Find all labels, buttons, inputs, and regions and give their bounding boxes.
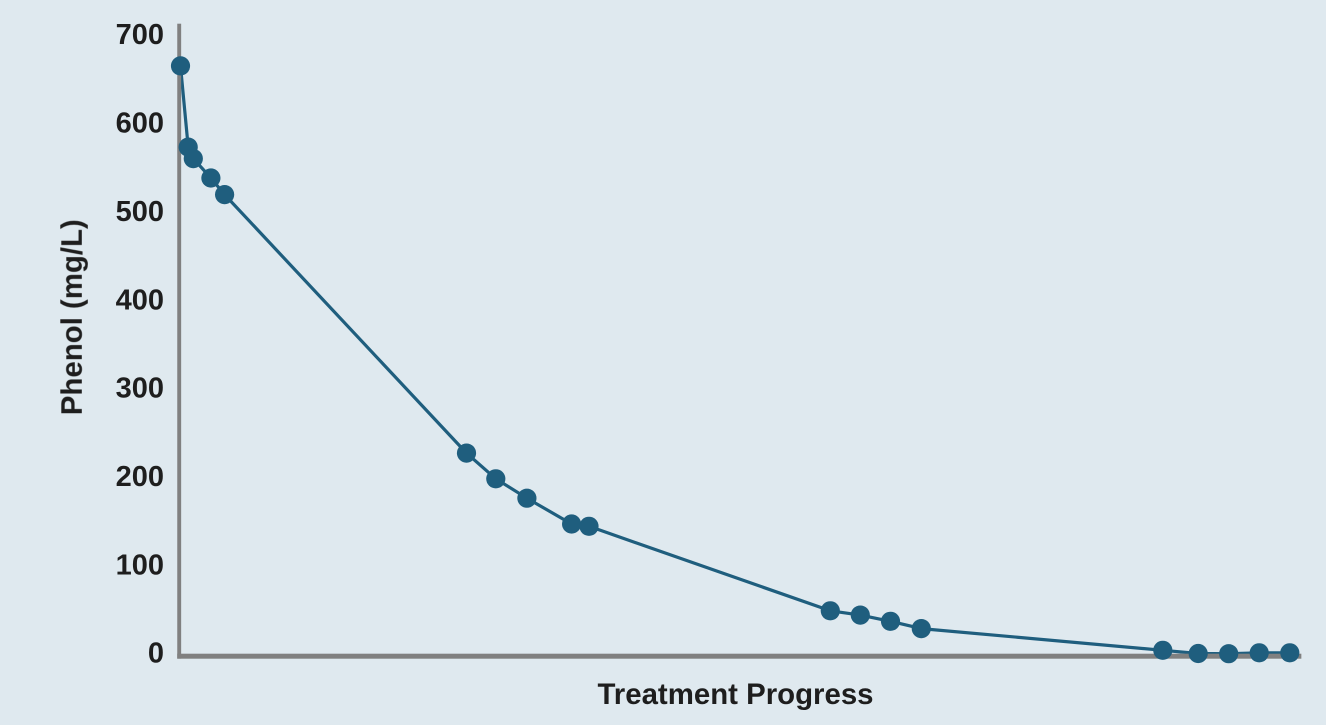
svg-text:700: 700 <box>116 19 164 51</box>
svg-text:200: 200 <box>116 461 164 493</box>
svg-text:0: 0 <box>148 638 164 670</box>
svg-text:600: 600 <box>116 108 164 140</box>
svg-text:Treatment Progress: Treatment Progress <box>597 678 873 711</box>
svg-text:400: 400 <box>116 284 164 316</box>
svg-text:500: 500 <box>116 196 164 228</box>
svg-text:300: 300 <box>116 373 164 405</box>
svg-text:Phenol (mg/L): Phenol (mg/L) <box>56 219 89 415</box>
svg-text:100: 100 <box>116 549 164 581</box>
